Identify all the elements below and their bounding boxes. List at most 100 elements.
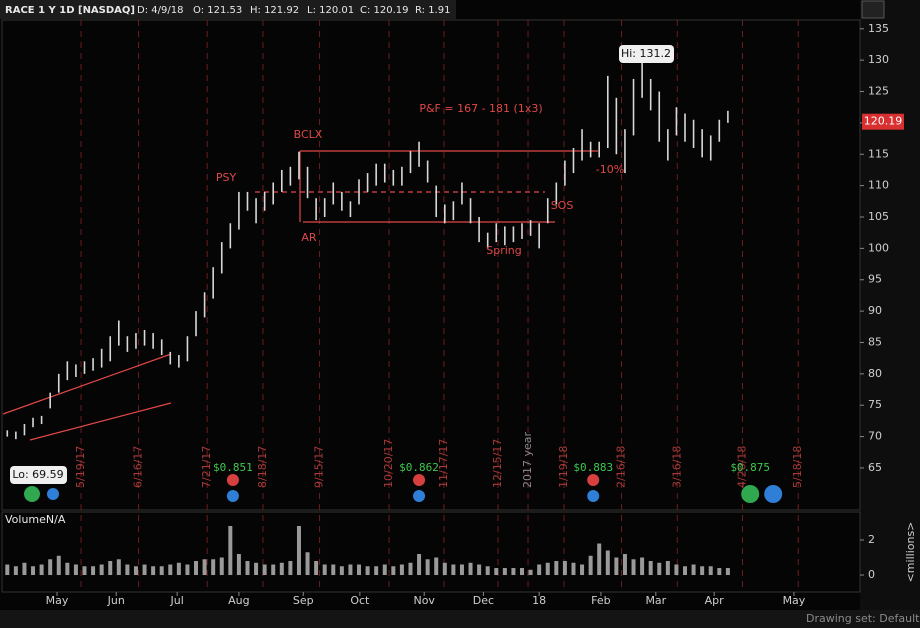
date-marker-label: 3/16/18 — [670, 446, 683, 488]
volume-bar — [434, 557, 439, 576]
volume-bar — [151, 566, 156, 576]
y-tick-label: 100 — [868, 241, 889, 254]
x-tick-label: Apr — [705, 594, 725, 607]
header-open: O: 121.53 — [193, 5, 242, 16]
volume-unit: <millions> — [904, 522, 917, 583]
event-icon[interactable] — [764, 485, 783, 503]
volume-bar — [682, 566, 687, 576]
volume-bar — [485, 566, 490, 576]
volume-bar — [322, 564, 327, 576]
volume-bar — [194, 561, 199, 576]
volume-bar — [382, 564, 387, 576]
volume-bar — [5, 564, 10, 576]
x-tick-label: Mar — [645, 594, 666, 607]
volume-bar — [622, 554, 627, 576]
volume-bar — [211, 559, 216, 576]
volume-label: VolumeN/A — [5, 513, 66, 526]
volume-bar — [537, 564, 542, 576]
event-icon[interactable] — [741, 485, 760, 503]
date-marker-label: 5/19/17 — [74, 446, 87, 488]
x-tick-label: Aug — [228, 594, 249, 607]
event-icon[interactable] — [413, 474, 426, 486]
volume-bar — [279, 562, 284, 576]
event-icon[interactable] — [587, 490, 600, 502]
date-marker-label: 7/21/17 — [200, 446, 213, 488]
dividend-icon[interactable] — [24, 486, 40, 502]
volume-bar — [365, 566, 370, 576]
date-marker-label: 4/20/18 — [735, 446, 748, 488]
volume-bar — [288, 561, 293, 576]
volume-bar — [417, 554, 422, 576]
volume-bar — [691, 564, 696, 576]
volume-bar — [459, 564, 464, 576]
volume-bar — [708, 566, 713, 576]
y-tick-label: 115 — [868, 147, 889, 160]
x-tick-label: May — [46, 594, 69, 607]
annotation: SOS — [551, 199, 574, 212]
header-high: H: 121.92 — [250, 5, 299, 16]
y-tick-label: 110 — [868, 179, 889, 192]
event-icon[interactable] — [226, 474, 239, 486]
volume-bar — [348, 564, 353, 576]
volume-bar — [99, 564, 104, 576]
volume-bar — [236, 554, 241, 576]
volume-bar — [73, 564, 78, 576]
volume-bar — [339, 566, 344, 576]
event-icon[interactable] — [226, 490, 239, 502]
bars-layer — [5, 52, 730, 576]
volume-bar — [631, 559, 636, 576]
y-tick-label: 105 — [868, 210, 889, 223]
event-icon[interactable] — [587, 474, 600, 486]
volume-bar — [468, 562, 473, 576]
volume-bar — [571, 562, 576, 576]
volume-bar — [39, 564, 44, 576]
dividend-label: $0.862 — [399, 461, 439, 474]
date-marker-label: 2017 year — [521, 431, 534, 488]
low-bubble — [10, 466, 67, 484]
volume-bar — [494, 568, 499, 576]
volume-bar — [554, 561, 559, 576]
volume-bar — [700, 566, 705, 576]
header-low: L: 120.01 — [307, 5, 354, 16]
annotation: AR — [301, 231, 317, 244]
volume-bar — [22, 562, 27, 576]
y-tick-label: 130 — [868, 53, 889, 66]
volume-bar — [425, 559, 430, 576]
x-tick-label: Oct — [350, 594, 370, 607]
volume-bar — [228, 526, 233, 576]
x-tick-label: Feb — [591, 594, 610, 607]
date-marker-label: 2/16/18 — [615, 446, 628, 488]
high-label: Hi: 131.2 — [621, 47, 671, 60]
volume-bar — [262, 564, 267, 576]
volume-bar — [357, 564, 362, 576]
volume-bar — [56, 555, 61, 576]
symbol-title: RACE 1 Y 1D [NASDAQ] — [5, 5, 135, 16]
volume-bar — [202, 559, 207, 576]
high-bubble — [619, 45, 674, 63]
toolbar-button[interactable] — [861, 0, 885, 19]
y-tick-label: 80 — [868, 367, 882, 380]
event-icon[interactable] — [47, 488, 59, 500]
date-marker-label: 1/19/18 — [557, 446, 570, 488]
date-marker-label: 9/15/17 — [313, 446, 326, 488]
volume-bar — [545, 562, 550, 576]
volume-bar — [597, 543, 602, 576]
x-tick-label: Nov — [413, 594, 435, 607]
volume-bar — [408, 562, 413, 576]
event-icon[interactable] — [413, 490, 426, 502]
volume-bar — [116, 559, 121, 576]
x-tick-label: Sep — [293, 594, 314, 607]
volume-bar — [588, 555, 593, 576]
volume-bar — [451, 564, 456, 576]
volume-bar — [640, 557, 645, 576]
header-bar — [0, 0, 456, 19]
volume-bar — [648, 561, 653, 576]
drawing-set[interactable]: Drawing set: Default — [806, 612, 920, 625]
annotation: BCLX — [294, 128, 323, 141]
volume-bar — [125, 564, 130, 576]
volume-bar — [185, 564, 190, 576]
volume-bar — [528, 569, 533, 576]
trend-line — [29, 402, 172, 441]
